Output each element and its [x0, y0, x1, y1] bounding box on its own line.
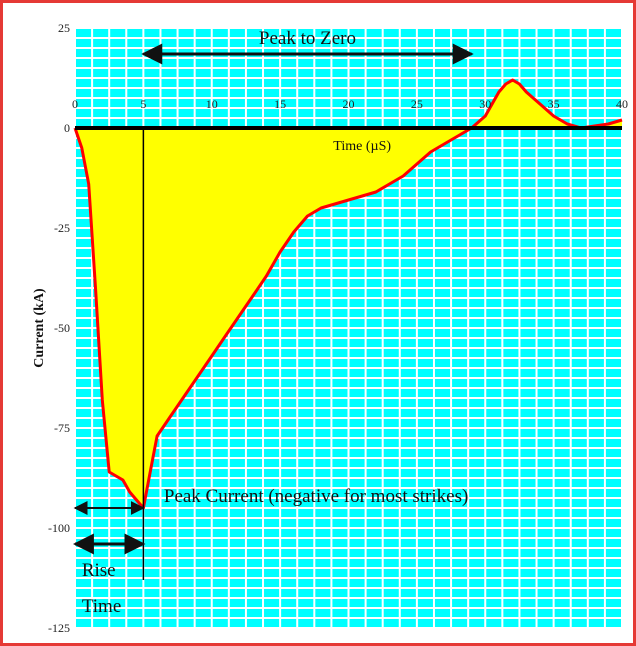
current-area-fill	[75, 80, 622, 508]
x-axis-title: Time (µS)	[333, 139, 391, 154]
peak-current-label: Peak Current (negative for most strikes)	[164, 486, 468, 507]
x-tick-label: 0	[72, 97, 78, 111]
x-tick-label: 20	[343, 97, 355, 111]
y-tick-label: -75	[54, 421, 70, 435]
y-tick-labels: 25 0 -25 -50 -75 -100 -125	[48, 21, 70, 635]
y-tick-label: -100	[48, 521, 70, 535]
y-tick-label: 25	[58, 21, 70, 35]
x-tick-labels: 0 5 10 15 20 25 30 35 40	[72, 97, 628, 111]
y-tick-label: -125	[48, 621, 70, 635]
x-tick-label: 35	[548, 97, 560, 111]
y-tick-label: 0	[64, 121, 70, 135]
x-tick-label: 25	[411, 97, 423, 111]
x-tick-label: 10	[206, 97, 218, 111]
y-tick-label: -25	[54, 221, 70, 235]
x-tick-label: 30	[479, 97, 491, 111]
y-tick-label: -50	[54, 321, 70, 335]
x-tick-label: 15	[274, 97, 286, 111]
current-curve	[73, 78, 623, 510]
x-tick-label: 40	[616, 97, 628, 111]
x-tick-label: 5	[140, 97, 146, 111]
rise-label: Rise	[82, 560, 116, 581]
y-axis-title: Current (kA)	[32, 288, 47, 368]
time-label: Time	[82, 596, 121, 617]
peak-to-zero-label: Peak to Zero	[259, 28, 356, 49]
